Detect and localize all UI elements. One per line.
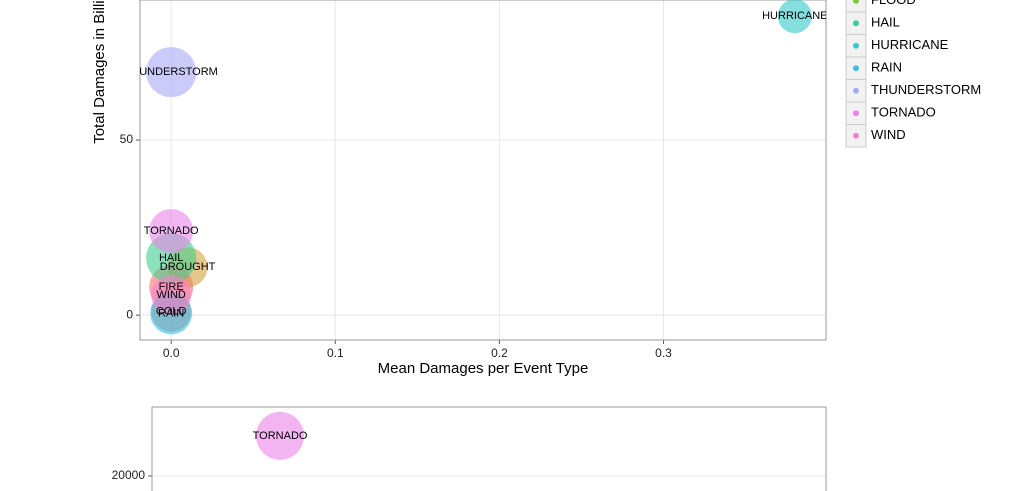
legend-dot xyxy=(853,0,859,4)
panel-border xyxy=(151,406,827,491)
bubble xyxy=(256,411,305,460)
legend-label: FLOOD xyxy=(871,0,916,7)
legend-label: TORNADO xyxy=(871,105,936,120)
panel-border xyxy=(139,0,827,341)
bubble xyxy=(149,209,194,254)
points: TORNADO xyxy=(253,411,308,460)
bubble xyxy=(146,47,197,98)
legend-label: HAIL xyxy=(871,15,900,30)
y-tick-label: 50 xyxy=(120,132,134,146)
legend-dot xyxy=(853,87,859,94)
legend-dot xyxy=(853,20,859,27)
bubble-label: TORNADO xyxy=(253,430,308,442)
x-tick-label: 0.3 xyxy=(655,346,672,360)
bubble-label: RAIN xyxy=(158,307,184,319)
bubble-label: FIRE xyxy=(159,281,184,293)
legend-label: HURRICANE xyxy=(871,37,949,52)
panel xyxy=(152,407,826,491)
bubble xyxy=(151,275,192,316)
legend-dot xyxy=(853,42,859,49)
bubble-label: COLD xyxy=(156,306,187,318)
x-tick-label: 0.0 xyxy=(163,346,180,360)
bubble-label: WIND xyxy=(157,289,186,301)
legend-label: RAIN xyxy=(871,60,902,75)
legend-dot xyxy=(853,132,859,139)
bubble-label: THUNDERSTORM xyxy=(125,66,218,78)
legend-dot xyxy=(853,65,859,72)
legend-label: WIND xyxy=(871,127,906,142)
y-tick-label: 20000 xyxy=(112,468,146,482)
legend-dot xyxy=(853,110,859,117)
bubble-label: DROUGHT xyxy=(160,261,216,273)
legend-label: THUNDERSTORM xyxy=(871,82,981,97)
bubble-label: TORNADO xyxy=(144,225,199,237)
y-tick-label: 0 xyxy=(126,307,133,321)
bubble-label: HURRICANE xyxy=(762,10,827,22)
bubble xyxy=(777,0,812,34)
x-tick-label: 0.2 xyxy=(491,346,508,360)
x-axis-label: Mean Damages per Event Type xyxy=(378,360,589,377)
points: COLD DROUGHT FIRE HAIL HURRICANE RAIN THUNDERS… xyxy=(125,0,827,335)
x-tick-label: 0.1 xyxy=(327,346,344,360)
panel xyxy=(140,0,826,340)
y-axis-label: Total Damages in Billions xyxy=(91,0,108,144)
bubble-label: HAIL xyxy=(159,252,183,264)
